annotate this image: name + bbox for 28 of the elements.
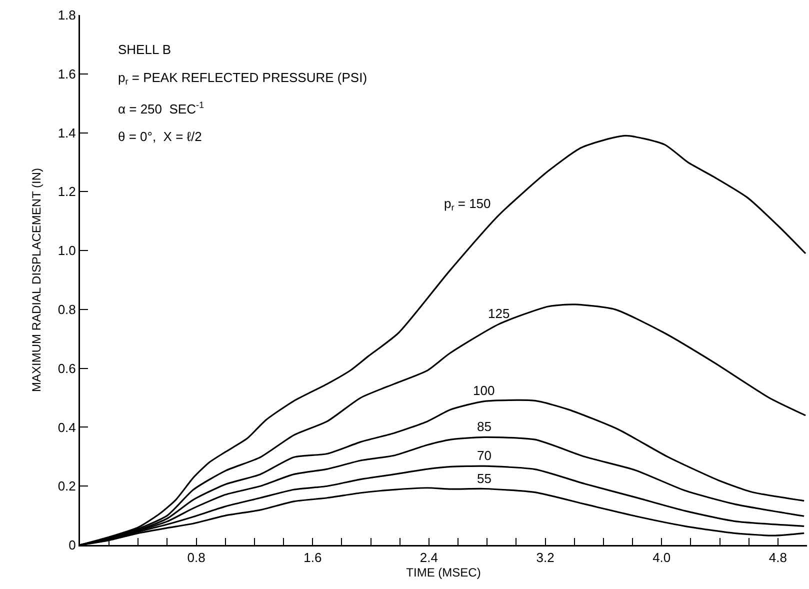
x-axis-title: TIME (MSEC) [406,566,481,580]
x-tick-label: 4.0 [652,550,671,566]
annotation: α = 250 SEC$^{-1}$ [118,100,204,116]
series-label: 85 [477,419,492,434]
y-tick-label: 1.4 [58,125,76,140]
x-tick-label: 3.2 [536,550,554,566]
annotation: θ = 0°, X = ℓ/2 [118,129,202,144]
x-tick-label: 4.8 [768,550,787,566]
annotation: p$_{r}$ = PEAK REFLECTED PRESSURE (PSI) [118,70,368,87]
y-tick-label: 1.2 [58,184,76,200]
series-label: 55 [477,471,492,486]
x-tick-label: 0.8 [187,550,206,566]
annotation: SHELL B [118,42,171,57]
series-label: p$_{r}$ = 150 [444,196,491,213]
y-tick-label: 0 [68,538,76,553]
y-axis-title: MAXIMUM RADIAL DISPLACEMENT (IN) [29,168,44,392]
y-tick-label: 0.8 [58,302,76,317]
y-tick-label: 1.8 [58,8,76,23]
y-tick-label: 1.6 [58,66,76,82]
y-tick-label: 0.4 [58,420,76,435]
x-tick-label: 1.6 [304,550,322,566]
y-tick-label: 1.0 [58,243,76,258]
series-label: 100 [473,383,495,398]
series-label: 70 [477,448,492,463]
series-label: 125 [488,306,510,321]
y-tick-label: 0.6 [58,360,76,376]
x-tick-label: 2.4 [420,550,438,566]
y-tick-label: 0.2 [58,478,76,494]
